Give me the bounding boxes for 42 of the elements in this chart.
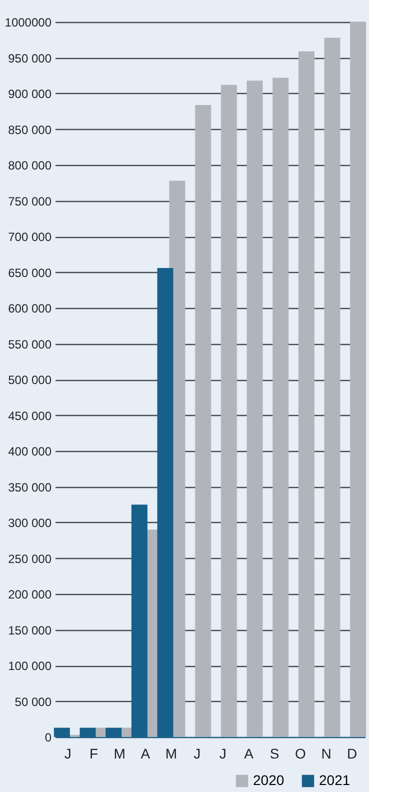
y-tick-label: 500 000 — [8, 373, 52, 387]
y-tick-label: 0 — [44, 730, 52, 744]
legend-label: 2021 — [319, 772, 350, 788]
y-tick-label: 650 000 — [8, 266, 52, 280]
x-tick-label: O — [294, 746, 306, 762]
y-tick-label: 700 000 — [8, 230, 52, 244]
x-tick-label: M — [114, 746, 126, 762]
x-tick-label: J — [64, 746, 72, 762]
bar — [246, 80, 263, 737]
x-tick-label: F — [89, 746, 98, 762]
x-tick-label: A — [244, 746, 254, 762]
bar — [220, 84, 237, 737]
x-tick-label: M — [165, 746, 178, 762]
legend-label: 2020 — [253, 772, 284, 788]
y-tick-label: 800 000 — [8, 158, 52, 172]
y-tick-label: 1000000 — [4, 16, 52, 30]
y-tick-label: 750 000 — [8, 194, 52, 208]
y-tick-label: 150 000 — [8, 623, 52, 638]
y-tick-label: 900 000 — [8, 87, 52, 101]
bar — [350, 22, 366, 737]
x-tick-label: J — [194, 746, 201, 762]
y-tick-label: 850 000 — [8, 122, 52, 137]
y-tick-label: 550 000 — [8, 337, 52, 352]
y-tick-label: 350 000 — [8, 480, 52, 494]
y-tick-label: 400 000 — [8, 444, 52, 458]
y-tick-label: 950 000 — [8, 51, 52, 66]
x-tick-label: S — [270, 746, 280, 762]
y-tick-label: 200 000 — [8, 588, 52, 602]
y-tick-label: 300 000 — [8, 516, 52, 530]
x-tick-label: N — [321, 746, 332, 762]
y-tick-label: 450 000 — [8, 408, 52, 423]
y-tick-label: 100 000 — [8, 659, 52, 673]
bar — [324, 38, 340, 737]
bar — [298, 51, 314, 737]
y-tick-label: 250 000 — [8, 552, 52, 566]
x-tick-label: J — [219, 746, 226, 762]
x-tick-label: D — [347, 746, 358, 762]
y-tick-label: 50 000 — [14, 694, 52, 709]
bar — [272, 78, 289, 737]
y-tick-label: 600 000 — [8, 302, 52, 316]
bar — [195, 104, 212, 737]
x-tick-label: A — [140, 746, 151, 762]
